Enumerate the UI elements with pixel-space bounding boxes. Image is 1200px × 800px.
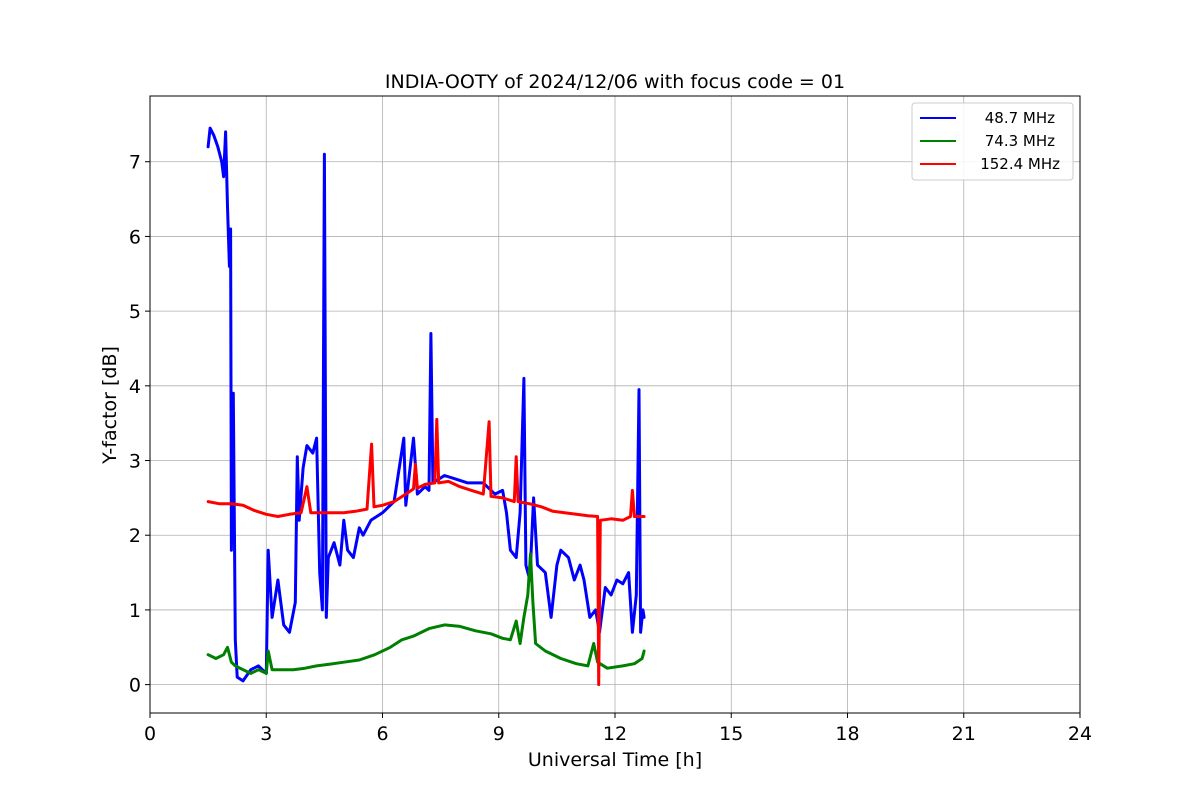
legend-label-152-4: 152.4 MHz: [980, 155, 1060, 173]
y-tick-label: 3: [129, 451, 141, 473]
x-tick-label: 18: [835, 723, 859, 745]
legend: 48.7 MHz 74.3 MHz 152.4 MHz: [911, 102, 1074, 181]
x-tick-label: 15: [719, 723, 743, 745]
legend-label-74-3: 74.3 MHz: [985, 132, 1055, 150]
legend-box: [911, 102, 1074, 181]
series-line-1: [206, 552, 646, 675]
y-tick-label: 1: [129, 600, 141, 622]
x-tick-label: 24: [1068, 723, 1092, 745]
x-tick-label: 3: [260, 723, 272, 745]
x-tick-label: 21: [952, 723, 976, 745]
y-tick-label: 6: [129, 226, 141, 248]
y-axis-label: Y-factor [dB]: [99, 346, 121, 465]
y-tick-label: 5: [129, 301, 141, 323]
x-tick-label: 9: [493, 723, 505, 745]
y-tick-label: 0: [129, 675, 141, 697]
y-tick-label: 4: [129, 376, 141, 398]
legend-label-48-7: 48.7 MHz: [985, 109, 1055, 127]
x-axis-label: Universal Time [h]: [528, 749, 702, 771]
chart-title: INDIA-OOTY of 2024/12/06 with focus code…: [385, 71, 845, 93]
x-tick-label: 6: [376, 723, 388, 745]
series-line-2: [206, 417, 646, 687]
y-tick-label: 2: [129, 525, 141, 547]
x-tick-label: 12: [603, 723, 627, 745]
y-tick-label: 7: [129, 152, 141, 174]
x-tick-label: 0: [144, 723, 156, 745]
series-layer: [206, 126, 646, 687]
